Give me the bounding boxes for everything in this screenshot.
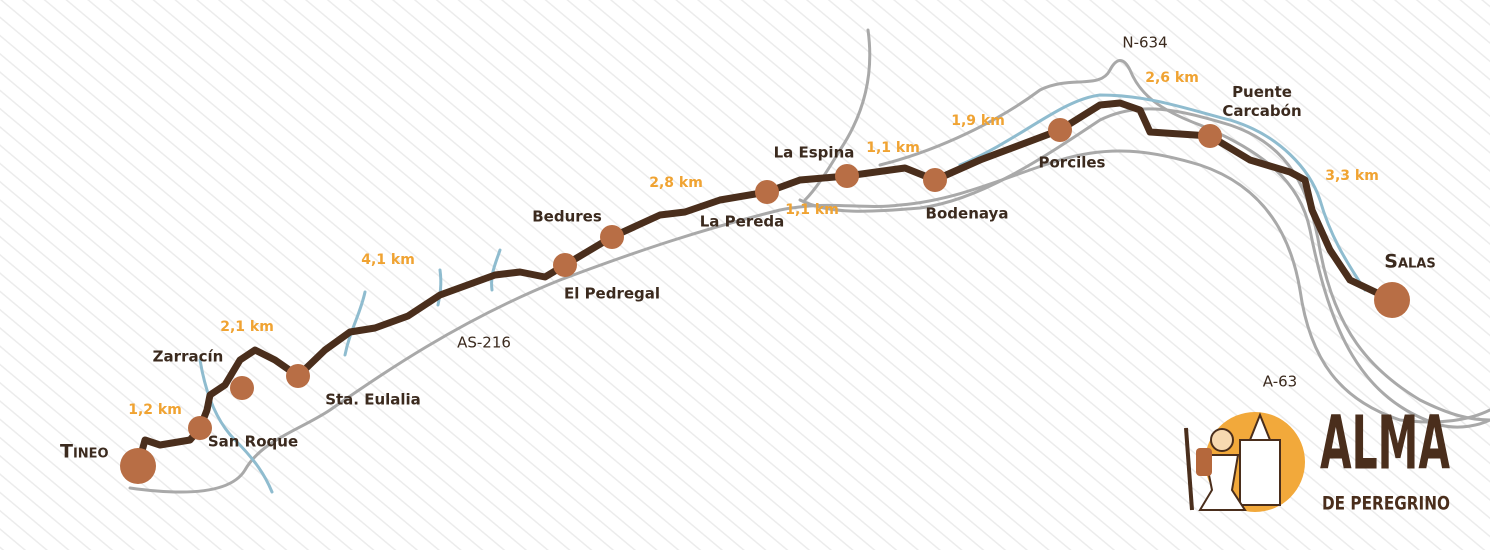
logo: ALMA DE PEREGRINO [1184,401,1450,515]
roads [128,28,1490,494]
logo-tower [1248,412,1272,441]
place-label: Zarracín [153,348,224,366]
place-label: Tineo [60,441,109,463]
distance-label: 4,1 km [361,252,415,268]
distance-label: 1,1 km [785,202,839,218]
stop-marker [286,364,310,388]
place-label: San Roque [208,433,298,451]
place-label: La Espina [774,144,855,162]
place-label: Bedures [532,208,602,226]
stop-marker [835,164,859,188]
distance-label: 1,9 km [951,113,1005,129]
river-line [436,268,443,307]
road-label: AS-216 [457,334,511,352]
distance-label: 2,8 km [649,175,703,191]
road-label: A-63 [1263,373,1297,391]
stop-marker [230,376,254,400]
stops [120,118,1410,484]
logo-subtitle: DE PEREGRINO [1322,493,1450,515]
logo-cathedral [1239,439,1281,506]
logo-backpack [1196,448,1212,476]
place-label: Puente Carcabón [1222,83,1301,120]
road-line [803,28,872,202]
road-line [878,59,1490,429]
river-line [958,93,1367,292]
place-label: Sta. Eulalia [325,391,421,409]
distance-label: 3,3 km [1325,168,1379,184]
stop-marker [1374,282,1410,318]
stop-marker [755,180,779,204]
stop-marker [1198,124,1222,148]
rivers [198,93,1367,494]
distance-label: 1,1 km [866,140,920,156]
river-line [343,290,367,357]
road-line [128,149,1490,494]
stop-marker [923,168,947,192]
place-label: Salas [1384,251,1435,273]
road-line [798,107,1490,422]
river-line [490,248,502,292]
road-label: N-634 [1122,34,1167,52]
place-label: La Pereda [700,213,785,231]
stop-marker [188,416,212,440]
labels: Tineo San Roque Zarracín Sta. Eulalia El Ped… [60,34,1436,463]
logo-head [1210,428,1234,452]
place-label: El Pedregal [564,285,660,303]
stop-marker [120,448,156,484]
place-label: Bodenaya [926,205,1009,223]
distance-label: 1,2 km [128,402,182,418]
logo-title: ALMA [1320,401,1450,487]
place-label: Porciles [1039,154,1106,172]
stop-marker [600,225,624,249]
stop-marker [553,253,577,277]
stop-marker [1048,118,1072,142]
distance-label: 2,1 km [220,319,274,335]
distance-label: 2,6 km [1145,70,1199,86]
river-line [198,358,274,494]
logo-staff [1184,427,1194,511]
